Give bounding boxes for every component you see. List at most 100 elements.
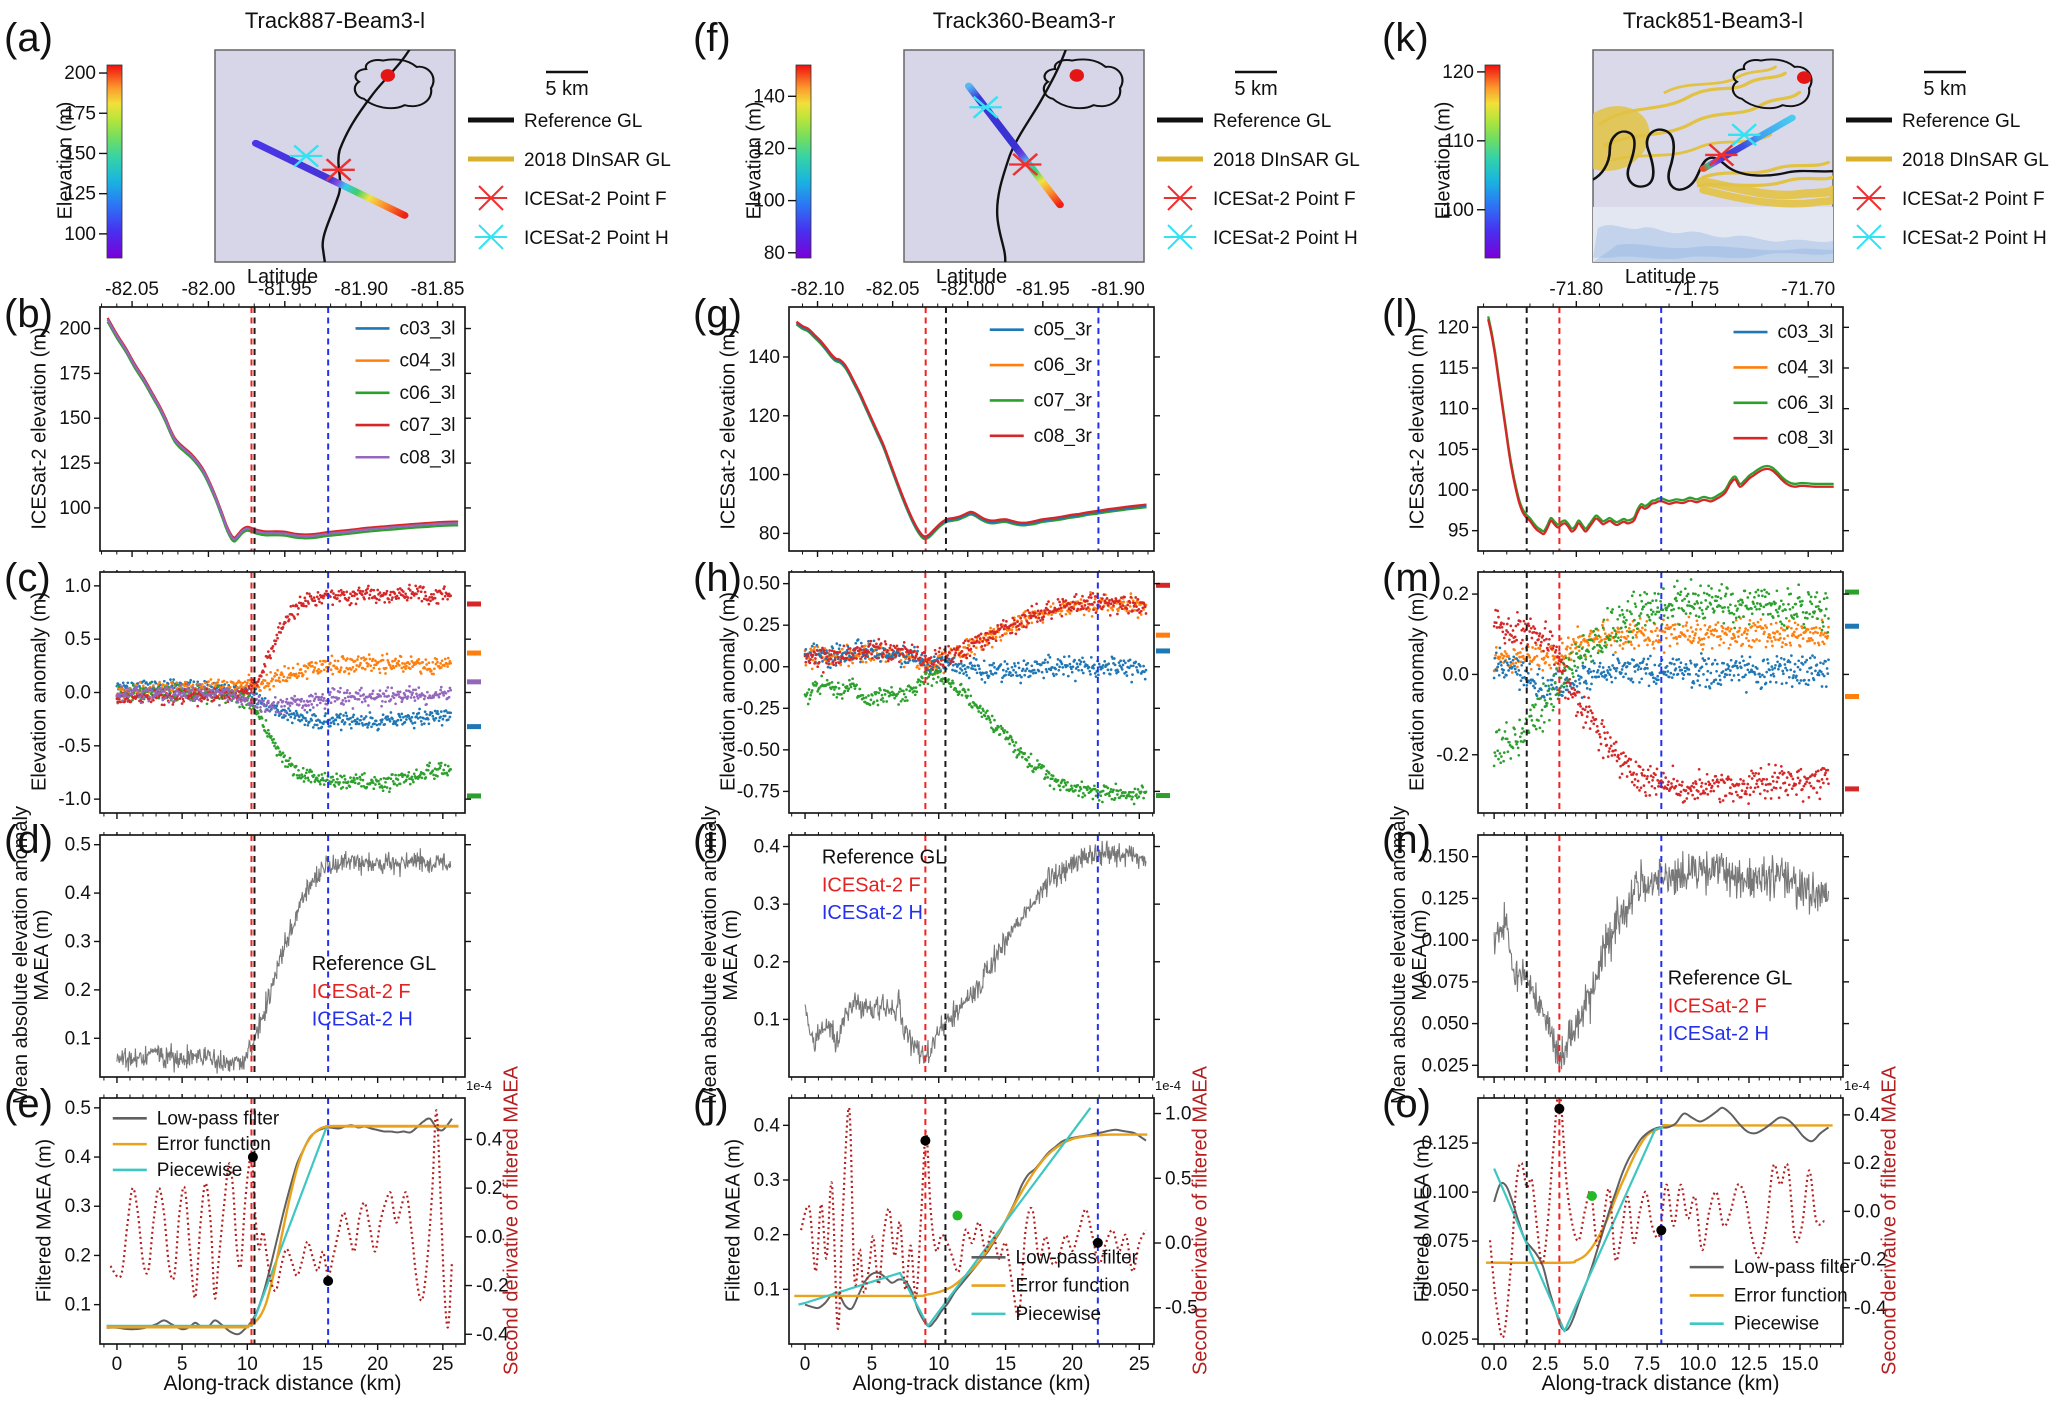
panel-letter: (i) (693, 818, 729, 862)
y-axis-label: Elevation anomaly (m) (1406, 592, 1429, 791)
svg-text:-82.05: -82.05 (105, 279, 159, 300)
svg-text:-0.5: -0.5 (1165, 1298, 1198, 1319)
latitude-axis-title: Latitude (246, 266, 319, 288)
svg-text:c06_3r: c06_3r (1034, 355, 1093, 376)
svg-text:0.00: 0.00 (743, 657, 780, 678)
maea-chart: 0.1 0.2 0.3 0.4 Reference GL ICESat-2 F ICESat… (754, 832, 1160, 1083)
filtered-maea-chart: 0 5 10 15 20 25 0.1 0.2 0.3 0.4 1.0 0.5 0.0 -0.5 Low-p… (754, 1094, 1198, 1375)
svg-text:Reference GL: Reference GL (524, 111, 642, 132)
svg-text:95: 95 (1448, 521, 1469, 542)
svg-text:0.2: 0.2 (754, 1225, 780, 1246)
svg-text:-0.5: -0.5 (58, 736, 91, 757)
svg-text:0.2: 0.2 (65, 1245, 91, 1266)
svg-text:0.1: 0.1 (754, 1279, 780, 1300)
svg-text:25: 25 (1129, 1354, 1150, 1375)
svg-text:c08_3l: c08_3l (400, 447, 456, 468)
map-panel: 80 100 120 140 5 km Reference GL 2018 DInSAR G… (753, 49, 1360, 264)
latitude-axis-title: Latitude (935, 266, 1008, 288)
column-track360: Track360-Beam3-r (f) (g) (h) (i) (j) Ele… (689, 0, 1378, 1411)
svg-text:0.0: 0.0 (65, 683, 91, 704)
y-axis-label: Elevation anomaly (m) (28, 592, 51, 791)
y-axis-label: ICESat-2 elevation (m) (1406, 327, 1429, 530)
svg-text:c08_3r: c08_3r (1034, 426, 1093, 447)
svg-text:0: 0 (800, 1354, 811, 1375)
svg-text:-81.85: -81.85 (411, 279, 465, 300)
svg-text:-71.75: -71.75 (1665, 279, 1719, 300)
axis-offset-label: 1e-4 (1154, 1078, 1181, 1093)
svg-text:100: 100 (64, 224, 96, 245)
y-axis-label: Mean absolute elevation anomaly MAEA (m) (699, 806, 742, 1104)
svg-text:0.0: 0.0 (1165, 1233, 1191, 1254)
elevation-chart: -71.80 -71.75 -71.70 95 100 105 110 115 120 c03_3… (1437, 279, 1849, 557)
svg-text:ICESat-2 H: ICESat-2 H (312, 1009, 413, 1031)
right-y-axis-label: Second derivative of filtered MAEA (1189, 1065, 1212, 1376)
svg-text:0.4: 0.4 (65, 1147, 92, 1168)
svg-text:0.25: 0.25 (743, 615, 780, 636)
svg-text:0.2: 0.2 (476, 1178, 502, 1199)
svg-text:2018 DInSAR GL: 2018 DInSAR GL (524, 150, 671, 171)
svg-text:1.0: 1.0 (65, 576, 91, 597)
svg-text:105: 105 (1437, 439, 1469, 460)
svg-text:0.5: 0.5 (65, 1098, 91, 1119)
svg-text:0.4: 0.4 (476, 1129, 503, 1150)
svg-text:-82.10: -82.10 (791, 279, 845, 300)
svg-text:Piecewise: Piecewise (1016, 1304, 1102, 1325)
panel-letter: (o) (1382, 1082, 1431, 1126)
svg-text:Error function: Error function (157, 1134, 271, 1155)
svg-text:0.4: 0.4 (754, 1115, 781, 1136)
svg-text:0.4: 0.4 (65, 883, 92, 904)
panel-letter: (k) (1382, 16, 1429, 60)
svg-text:-1.0: -1.0 (58, 789, 91, 810)
svg-text:c05_3r: c05_3r (1034, 320, 1093, 341)
svg-text:0.2: 0.2 (754, 952, 780, 973)
svg-text:Piecewise: Piecewise (157, 1160, 243, 1181)
svg-text:140: 140 (753, 86, 785, 107)
svg-text:c07_3l: c07_3l (400, 415, 456, 436)
y-axis-label: Filtered MAEA (m) (33, 1138, 56, 1303)
svg-text:c04_3l: c04_3l (400, 351, 456, 372)
svg-text:200: 200 (59, 319, 91, 340)
svg-text:Error function: Error function (1016, 1276, 1130, 1297)
anomaly-chart: 0.20.0-0.2 (1436, 570, 1859, 819)
x-axis-title: Along-track distance (km) (852, 1372, 1091, 1395)
svg-text:125: 125 (59, 453, 91, 474)
svg-text:0.3: 0.3 (65, 1196, 91, 1217)
svg-text:2018 DInSAR GL: 2018 DInSAR GL (1902, 150, 2049, 171)
right-y-axis-label: Second derivative of filtered MAEA (500, 1065, 523, 1376)
maea-chart: 0.0250.0500.0750.1000.1250.150Reference … (1421, 832, 1849, 1083)
panel-letter: (e) (4, 1082, 53, 1126)
anomaly-chart: 1.0 0.5 0.0 -0.5 -1.0 (58, 570, 481, 819)
svg-text:25: 25 (432, 1354, 453, 1375)
svg-text:150: 150 (64, 143, 96, 164)
svg-text:-81.90: -81.90 (334, 279, 388, 300)
svg-text:1.0: 1.0 (1165, 1104, 1191, 1125)
svg-text:-0.25: -0.25 (737, 698, 780, 719)
svg-text:10: 10 (237, 1354, 258, 1375)
svg-text:5 km: 5 km (545, 78, 588, 100)
column-title: Track887-Beam3-l (244, 8, 426, 33)
svg-text:150: 150 (59, 408, 91, 429)
panel-letter: (h) (693, 556, 742, 600)
svg-text:120: 120 (753, 138, 785, 159)
svg-text:Reference GL: Reference GL (312, 953, 437, 975)
elevation-chart: -82.05 -82.00 -81.95 -81.90 -81.85 100 125 150 1… (59, 279, 471, 557)
svg-text:c04_3l: c04_3l (1778, 357, 1834, 378)
svg-text:0.3: 0.3 (754, 1170, 780, 1191)
svg-text:-81.95: -81.95 (1016, 279, 1070, 300)
svg-text:0.2: 0.2 (65, 980, 91, 1001)
filtered-maea-chart: 0 5 10 15 20 25 0.1 0.2 0.3 0.4 0.5 0.4 0.2 0.0 -0.2 -0… (65, 1094, 509, 1375)
svg-text:0.5: 0.5 (65, 629, 91, 650)
svg-text:-71.70: -71.70 (1781, 279, 1835, 300)
panel-letter: (f) (693, 16, 731, 60)
y-axis-label: ICESat-2 elevation (m) (717, 327, 740, 530)
svg-text:c08_3l: c08_3l (1778, 428, 1834, 449)
svg-text:140: 140 (748, 347, 780, 368)
latitude-axis-title: Latitude (1624, 266, 1697, 288)
svg-text:100: 100 (753, 191, 785, 212)
panel-letter: (l) (1382, 292, 1418, 336)
svg-text:ICESat-2 Point H: ICESat-2 Point H (1902, 228, 2047, 249)
svg-text:ICESat-2 Point F: ICESat-2 Point F (1213, 189, 1356, 210)
svg-text:175: 175 (59, 363, 91, 384)
svg-text:0.50: 0.50 (743, 574, 780, 595)
